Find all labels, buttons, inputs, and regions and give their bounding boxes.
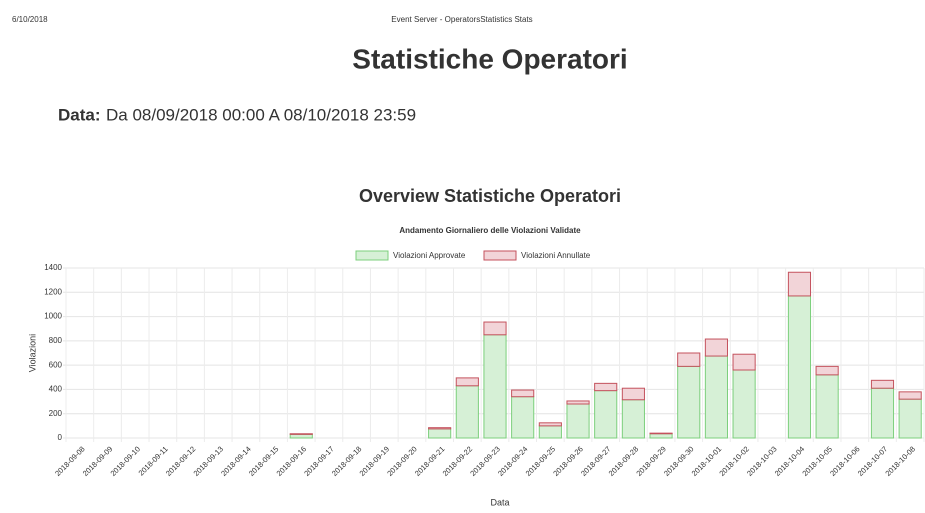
bar-segment <box>455 377 479 387</box>
legend-swatch <box>355 250 389 261</box>
bar-segment <box>594 390 618 439</box>
bar-segment <box>538 422 562 427</box>
bar-segment <box>428 428 452 439</box>
range: Da 08/09/2018 00:00 A 08/10/2018 23:59 <box>106 105 416 124</box>
title: Statistiche Operatori <box>352 43 627 74</box>
bar-segment <box>898 398 922 439</box>
bar-segment <box>870 387 895 439</box>
bar-segment <box>815 374 839 439</box>
bar-segment <box>870 379 895 389</box>
bar-segment <box>483 334 507 439</box>
bar-segment <box>428 427 452 430</box>
y-axis-label: Violazioni <box>27 334 37 372</box>
range-label: Data: <box>58 105 101 124</box>
bar-segment <box>621 399 645 439</box>
chart-title: Overview Statistiche Operatori <box>359 186 621 206</box>
bar-segment <box>566 400 590 405</box>
bar-segment <box>677 352 701 367</box>
y-tick-label: 200 <box>49 409 63 418</box>
bar-segment <box>787 295 812 439</box>
bar-segment <box>815 365 839 376</box>
bar-segment <box>787 271 812 297</box>
y-tick-label: 400 <box>49 385 63 394</box>
bar-segment <box>483 321 507 336</box>
x-tick-label: 2018-10-08 <box>883 444 916 477</box>
bar-segment <box>621 387 645 401</box>
bar-segment <box>677 365 701 439</box>
print-date: 6/10/2018 <box>12 15 48 24</box>
bar-segment <box>566 403 590 439</box>
bar-segment <box>649 432 673 435</box>
bar-segment <box>732 369 756 439</box>
bar-segment <box>511 396 535 439</box>
legend-label: Violazioni Approvate <box>393 251 466 260</box>
bar-segment <box>538 425 562 439</box>
bar-segment <box>511 389 535 398</box>
bar-segment <box>289 433 313 435</box>
y-tick-label: 800 <box>49 336 63 345</box>
y-tick-label: 600 <box>49 360 63 369</box>
bar-segment <box>898 391 922 400</box>
bar-segment <box>649 433 673 439</box>
bar-segment <box>289 433 313 439</box>
chart-subtitle: Andamento Giornaliero delle Violazioni V… <box>399 226 581 235</box>
legend-swatch <box>483 250 517 261</box>
bar-segment <box>704 338 728 357</box>
x-axis-label: Data <box>490 497 509 507</box>
bar-segment <box>704 355 728 439</box>
y-tick-label: 1400 <box>44 263 62 272</box>
y-tick-label: 1200 <box>44 287 62 296</box>
page-title: Event Server - OperatorsStatistics Stats <box>391 15 532 24</box>
bar-segment <box>594 382 618 392</box>
y-tick-label: 1000 <box>44 312 62 321</box>
y-tick-label: 0 <box>58 433 63 442</box>
bar-segment <box>455 385 479 439</box>
bar-segment <box>732 353 756 371</box>
legend-label: Violazioni Annullate <box>521 251 591 260</box>
